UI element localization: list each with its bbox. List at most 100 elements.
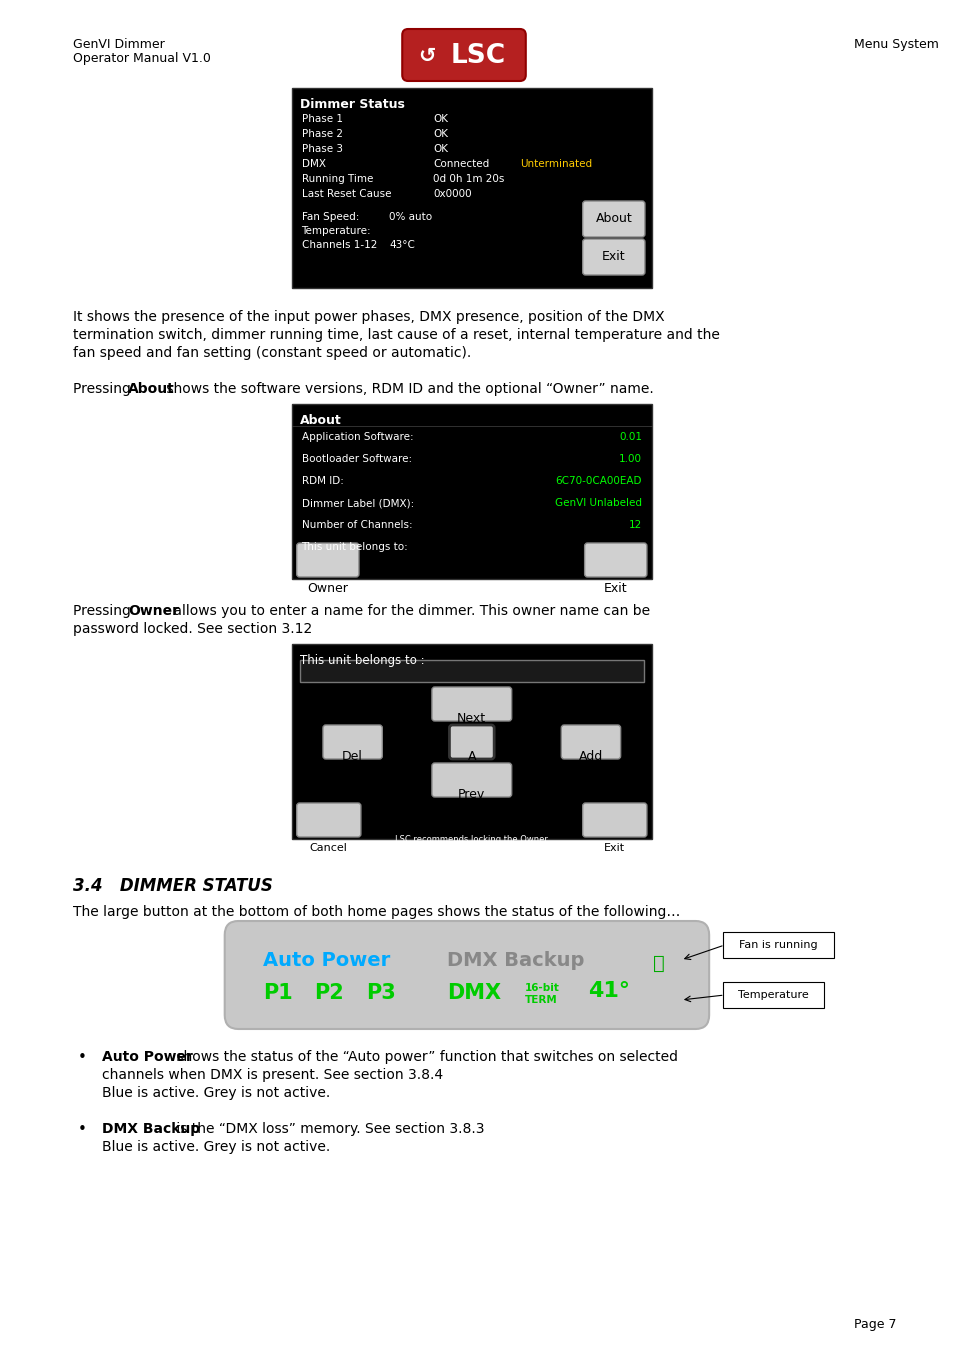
Text: Last Reset Cause: Last Reset Cause: [301, 189, 391, 198]
Text: Fan Speed:: Fan Speed:: [301, 212, 358, 221]
Text: DMX Backup: DMX Backup: [102, 1122, 200, 1135]
FancyBboxPatch shape: [296, 543, 358, 576]
Text: The large button at the bottom of both home pages shows the status of the follow: The large button at the bottom of both h…: [72, 904, 679, 919]
Text: DMX: DMX: [447, 983, 501, 1003]
Text: Connected: Connected: [433, 159, 489, 169]
FancyBboxPatch shape: [584, 543, 646, 576]
Text: Application Software:: Application Software:: [301, 432, 413, 441]
Text: Blue is active. Grey is not active.: Blue is active. Grey is not active.: [102, 1085, 330, 1100]
Text: Running Time: Running Time: [301, 174, 373, 184]
Text: termination switch, dimmer running time, last cause of a reset, internal tempera: termination switch, dimmer running time,…: [72, 328, 720, 342]
Text: OK: OK: [433, 113, 447, 124]
Text: Del: Del: [341, 749, 362, 763]
Text: Auto Power: Auto Power: [262, 950, 390, 971]
Text: Dimmer Status: Dimmer Status: [299, 99, 404, 111]
Text: LSC recommends locking the Owner
level after setting this item.: LSC recommends locking the Owner level a…: [395, 836, 548, 855]
Text: Phase 3: Phase 3: [301, 144, 342, 154]
Text: shows the software versions, RDM ID and the optional “Owner” name.: shows the software versions, RDM ID and …: [162, 382, 654, 396]
Text: This unit belongs to :: This unit belongs to :: [299, 653, 424, 667]
FancyBboxPatch shape: [292, 644, 651, 838]
Text: Owner: Owner: [307, 582, 348, 594]
Text: Temperature:: Temperature:: [301, 225, 371, 236]
Text: Fan is running: Fan is running: [739, 940, 817, 950]
Text: Next: Next: [456, 711, 486, 725]
Text: Auto Power: Auto Power: [102, 1050, 193, 1064]
Text: ↺: ↺: [417, 46, 436, 66]
Text: ⛄: ⛄: [652, 953, 663, 972]
Text: Bootloader Software:: Bootloader Software:: [301, 454, 412, 464]
Text: Unterminated: Unterminated: [520, 159, 592, 169]
FancyBboxPatch shape: [225, 921, 708, 1029]
Text: is the “DMX loss” memory. See section 3.8.3: is the “DMX loss” memory. See section 3.…: [172, 1122, 484, 1135]
Text: 16-bit: 16-bit: [525, 983, 559, 994]
Text: Menu System: Menu System: [853, 38, 938, 51]
Text: 41°: 41°: [588, 981, 630, 1000]
Text: About: About: [299, 414, 341, 427]
Text: 3.4   DIMMER STATUS: 3.4 DIMMER STATUS: [72, 878, 273, 895]
Text: P3: P3: [365, 983, 395, 1003]
FancyBboxPatch shape: [722, 981, 823, 1008]
Text: 12: 12: [628, 520, 641, 531]
Text: Cancel: Cancel: [310, 842, 348, 853]
FancyBboxPatch shape: [582, 239, 644, 275]
FancyBboxPatch shape: [560, 725, 620, 759]
FancyBboxPatch shape: [722, 931, 833, 958]
Text: Temperature: Temperature: [738, 990, 808, 1000]
Text: OK: OK: [433, 144, 447, 154]
FancyBboxPatch shape: [582, 201, 644, 238]
Text: Phase 1: Phase 1: [301, 113, 342, 124]
FancyBboxPatch shape: [292, 88, 651, 288]
FancyBboxPatch shape: [323, 725, 382, 759]
Text: GenVI Dimmer: GenVI Dimmer: [72, 38, 165, 51]
Text: 43°C: 43°C: [389, 240, 415, 250]
Text: Owner: Owner: [129, 603, 179, 618]
FancyBboxPatch shape: [299, 660, 643, 682]
Text: password locked. See section 3.12: password locked. See section 3.12: [72, 622, 312, 636]
Text: Exit: Exit: [603, 582, 627, 594]
Text: fan speed and fan setting (constant speed or automatic).: fan speed and fan setting (constant spee…: [72, 346, 471, 360]
Text: It shows the presence of the input power phases, DMX presence, position of the D: It shows the presence of the input power…: [72, 310, 664, 324]
Text: 0x0000: 0x0000: [433, 189, 471, 198]
FancyBboxPatch shape: [402, 28, 525, 81]
Text: Pressing: Pressing: [72, 603, 135, 618]
FancyBboxPatch shape: [449, 725, 494, 759]
Text: Page 7: Page 7: [853, 1318, 896, 1331]
Text: LSC: LSC: [451, 43, 506, 69]
FancyBboxPatch shape: [432, 763, 511, 796]
Text: Operator Manual V1.0: Operator Manual V1.0: [72, 53, 211, 65]
Text: Number of Channels:: Number of Channels:: [301, 520, 412, 531]
Text: 1.00: 1.00: [618, 454, 641, 464]
Text: DMX: DMX: [301, 159, 325, 169]
Text: •: •: [78, 1050, 87, 1065]
Text: •: •: [78, 1122, 87, 1137]
FancyBboxPatch shape: [432, 687, 511, 721]
FancyBboxPatch shape: [296, 803, 360, 837]
Text: RDM ID:: RDM ID:: [301, 477, 343, 486]
Text: Add: Add: [578, 749, 603, 763]
Text: Exit: Exit: [603, 842, 625, 853]
Text: shows the status of the “Auto power” function that switches on selected: shows the status of the “Auto power” fun…: [172, 1050, 678, 1064]
Text: Blue is active. Grey is not active.: Blue is active. Grey is not active.: [102, 1139, 330, 1154]
Text: About: About: [129, 382, 175, 396]
FancyBboxPatch shape: [582, 803, 646, 837]
Text: Prev: Prev: [457, 787, 485, 801]
Text: GenVI Unlabeled: GenVI Unlabeled: [555, 498, 641, 508]
Text: 0.01: 0.01: [618, 432, 641, 441]
FancyBboxPatch shape: [292, 404, 651, 579]
Text: P2: P2: [314, 983, 344, 1003]
Text: Channels 1-12: Channels 1-12: [301, 240, 376, 250]
Text: OK: OK: [433, 130, 447, 139]
Text: About: About: [595, 212, 632, 225]
Text: Pressing: Pressing: [72, 382, 135, 396]
Text: Phase 2: Phase 2: [301, 130, 342, 139]
Text: TERM: TERM: [525, 995, 558, 1004]
Text: allows you to enter a name for the dimmer. This owner name can be: allows you to enter a name for the dimme…: [169, 603, 650, 618]
Text: Exit: Exit: [601, 251, 625, 263]
Text: This unit belongs to:: This unit belongs to:: [301, 541, 408, 552]
Text: DMX Backup: DMX Backup: [447, 950, 584, 971]
Text: P1: P1: [262, 983, 292, 1003]
Text: 6C70-0CA00EAD: 6C70-0CA00EAD: [555, 477, 641, 486]
Text: channels when DMX is present. See section 3.8.4: channels when DMX is present. See sectio…: [102, 1068, 443, 1081]
Text: 0% auto: 0% auto: [389, 212, 432, 221]
Text: A: A: [467, 749, 476, 763]
